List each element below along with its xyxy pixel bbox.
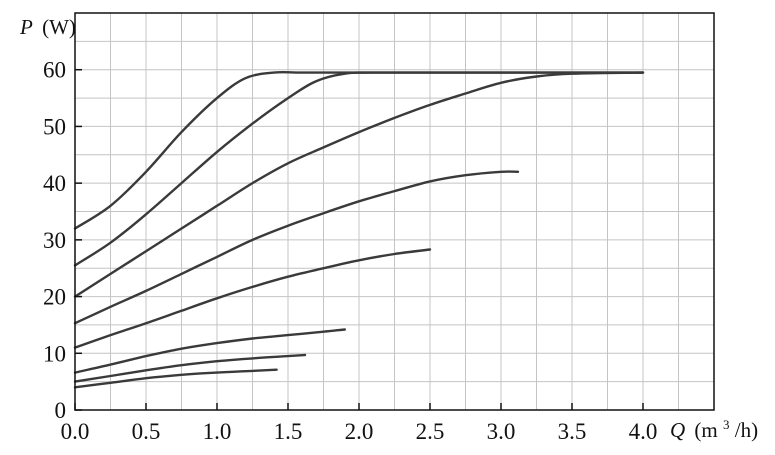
y-tick-label: 50: [43, 114, 66, 139]
series-line: [73, 368, 278, 389]
x-axis-variable: Q: [670, 418, 685, 442]
y-axis-unit: (W): [42, 15, 76, 39]
x-axis-unit-open: (m: [694, 418, 717, 442]
series-line: [73, 353, 307, 383]
x-tick-label: 3.5: [558, 419, 587, 444]
x-tick-label: 1.0: [203, 419, 232, 444]
series-line: [73, 71, 645, 298]
x-tick-label: 1.5: [274, 419, 303, 444]
x-tick-label: 3.0: [487, 419, 516, 444]
x-tick-label: 2.0: [345, 419, 374, 444]
x-axis-unit-superscript: 3: [723, 417, 730, 432]
x-tick-label: 0.5: [132, 419, 161, 444]
y-axis-variable: P: [19, 15, 33, 39]
x-tick-label: 0.0: [61, 419, 90, 444]
x-tick-label: 4.0: [629, 419, 658, 444]
series-layer: [73, 70, 645, 389]
y-tick-label: 0: [55, 398, 67, 423]
y-tick-label: 20: [43, 285, 66, 310]
series-line: [73, 328, 346, 374]
series-line: [73, 170, 520, 325]
x-axis-unit-close: /h): [735, 418, 758, 442]
y-tick-label: 30: [43, 228, 66, 253]
y-axis-title: P (W): [19, 15, 76, 39]
grid-layer: [74, 12, 715, 411]
plot-frame: [74, 12, 715, 411]
series-line: [73, 71, 645, 267]
x-tick-label: 2.5: [416, 419, 445, 444]
y-tick-label: 10: [43, 341, 66, 366]
y-tick-label: 40: [43, 171, 66, 196]
y-tick-label: 60: [43, 58, 66, 83]
series-line: [73, 248, 432, 349]
tick-layer: 0.0 0.5 1.0 1.5 2.0 2.5 3.0 3.5 4.0 0 10 20 30 40 50 60: [43, 58, 657, 444]
x-axis-title: Q (m 3 /h): [670, 410, 758, 442]
